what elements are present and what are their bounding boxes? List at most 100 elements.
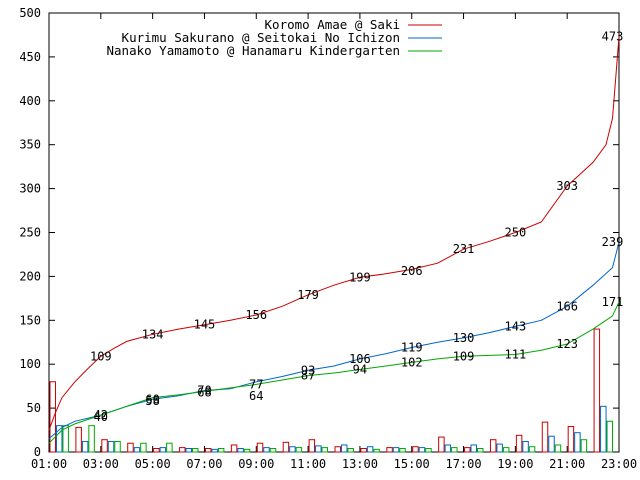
bar: [127, 442, 134, 453]
y-tick-label: 450: [19, 50, 41, 64]
bar: [204, 447, 212, 453]
data-label: 60: [145, 392, 159, 406]
series-line: [48, 301, 620, 444]
x-tick-label: 01:00: [31, 457, 67, 471]
y-tick-label: 150: [19, 313, 41, 327]
x-tick-label: 11:00: [290, 457, 326, 471]
data-label: 166: [556, 299, 578, 313]
data-label: 94: [353, 362, 367, 376]
bar: [464, 447, 471, 453]
data-label: 156: [245, 308, 267, 322]
y-tick-label: 250: [19, 226, 41, 240]
x-tick-label: 07:00: [186, 457, 222, 471]
bar: [295, 447, 303, 453]
bar: [315, 445, 322, 453]
legend-label: Koromo Amae @ Saki: [265, 17, 400, 32]
data-label: 206: [401, 264, 423, 278]
bar: [522, 440, 529, 453]
bar: [502, 447, 510, 453]
bar: [282, 441, 290, 453]
data-label: 199: [349, 270, 371, 284]
bar: [211, 448, 218, 453]
bar: [81, 440, 89, 453]
data-label: 87: [301, 369, 315, 383]
y-axis: 0 50 100 150 200 250 300 350 400 450 500: [19, 6, 619, 459]
bar: [477, 447, 484, 453]
bar: [88, 425, 95, 453]
bar: [574, 432, 581, 453]
bar: [600, 405, 607, 453]
bar: [515, 434, 523, 453]
bar: [179, 447, 186, 453]
bar: [606, 420, 614, 453]
data-label: 134: [142, 327, 164, 341]
data-label: 58: [145, 394, 159, 408]
line-series: [48, 36, 620, 444]
x-tick-label: 03:00: [83, 457, 119, 471]
y-tick-label: 100: [19, 357, 41, 371]
bar: [567, 426, 575, 453]
y-tick-label: 400: [19, 94, 41, 108]
bar: [217, 447, 225, 453]
y-tick-label: 300: [19, 182, 41, 196]
bar: [444, 444, 452, 453]
bar: [230, 444, 238, 453]
x-tick-label: 21:00: [549, 457, 585, 471]
y-tick-label: 350: [19, 138, 41, 152]
data-label: 239: [602, 235, 624, 249]
data-label: 250: [505, 226, 527, 240]
bar: [489, 439, 497, 453]
bar-series: [49, 328, 614, 453]
data-label: 119: [401, 341, 423, 355]
data-label: 64: [249, 389, 263, 403]
bar: [334, 446, 341, 453]
data-label: 231: [453, 242, 475, 256]
bar: [237, 447, 244, 453]
bar: [580, 439, 588, 453]
bar: [451, 447, 458, 453]
x-tick-label: 05:00: [135, 457, 171, 471]
data-label: 102: [401, 355, 423, 369]
bar: [528, 446, 536, 453]
bar: [308, 439, 316, 453]
legend-label: Nanako Yamamoto @ Hanamaru Kindergarten: [107, 43, 401, 58]
bar: [289, 446, 296, 453]
bar: [412, 446, 419, 453]
bar: [133, 447, 141, 453]
x-tick-label: 23:00: [601, 457, 637, 471]
y-tick-label: 500: [19, 6, 41, 20]
bar: [373, 448, 380, 453]
data-label: 77: [249, 377, 263, 391]
plot-frame: [48, 12, 620, 453]
data-label: 130: [453, 331, 475, 345]
bar: [347, 447, 354, 453]
bar: [55, 425, 63, 453]
x-tick-label: 15:00: [394, 457, 430, 471]
y-tick-label: 200: [19, 269, 41, 283]
bar: [418, 447, 426, 453]
data-label: 303: [556, 179, 578, 193]
bar: [75, 426, 82, 453]
y-tick-label: 0: [34, 445, 41, 459]
x-tick-label: 13:00: [342, 457, 378, 471]
series-line: [48, 242, 620, 440]
bar: [399, 447, 406, 453]
series-line: [48, 36, 620, 431]
bar: [541, 421, 549, 453]
bar: [321, 447, 329, 453]
bar: [185, 447, 192, 453]
bar: [166, 442, 173, 453]
bar: [496, 443, 503, 453]
bar: [101, 439, 108, 453]
bar: [425, 447, 432, 453]
bar: [554, 444, 562, 453]
data-label: 106: [349, 352, 371, 366]
bar: [392, 447, 400, 453]
bar: [360, 447, 367, 453]
data-label: 42: [94, 408, 108, 422]
y-tick-label: 50: [27, 401, 41, 415]
bar: [470, 444, 478, 453]
